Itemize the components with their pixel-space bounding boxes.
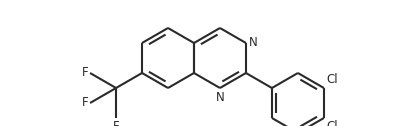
Text: F: F <box>82 97 88 109</box>
Text: N: N <box>216 91 224 104</box>
Text: Cl: Cl <box>326 120 338 126</box>
Text: Cl: Cl <box>326 73 338 86</box>
Text: F: F <box>82 67 88 80</box>
Text: N: N <box>249 37 258 50</box>
Text: F: F <box>113 120 119 126</box>
